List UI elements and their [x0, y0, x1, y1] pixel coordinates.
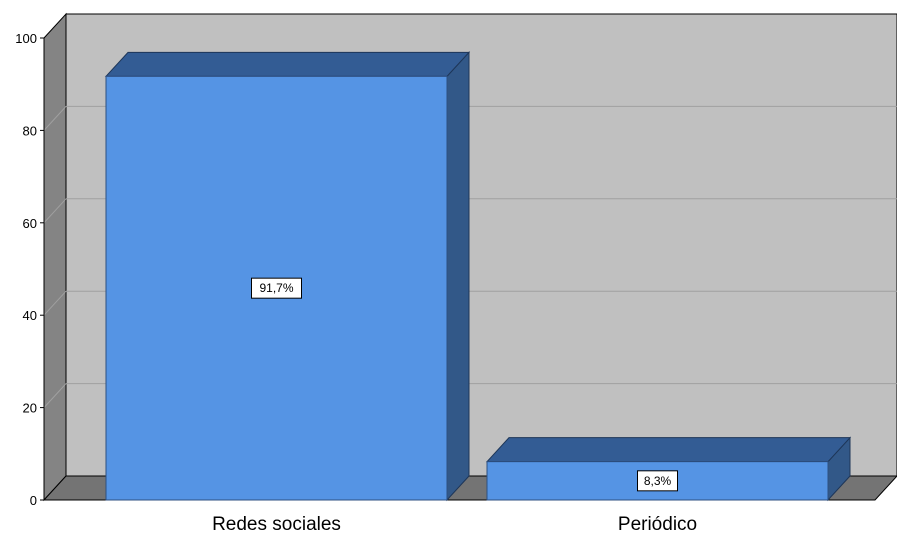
- side-wall: [43, 12, 67, 502]
- gridline-side: [43, 106, 67, 131]
- gridline-side: [43, 290, 67, 316]
- y-tick-label: 40: [23, 308, 37, 323]
- bar-top: [485, 437, 852, 463]
- y-tick-label: 60: [23, 216, 37, 231]
- y-axis: 0 20 40 60 80 100: [15, 31, 45, 508]
- y-tick-label: 0: [30, 493, 37, 508]
- data-label-box: [637, 470, 678, 492]
- data-label: 8,3%: [644, 474, 672, 488]
- y-tick-label: 80: [23, 123, 37, 138]
- data-label-box: [251, 277, 302, 299]
- y-tick-label: 100: [15, 31, 37, 46]
- gridline-side: [43, 383, 67, 408]
- x-category-label: Periódico: [618, 514, 697, 533]
- data-labels: 91,7% 8,3%: [251, 277, 678, 492]
- bar-top: [104, 51, 471, 77]
- bars: [104, 51, 852, 502]
- x-category-label: Redes sociales: [212, 514, 341, 533]
- gridline-side: [43, 198, 67, 224]
- y-tick-label: 20: [23, 401, 37, 416]
- bar: [105, 75, 448, 501]
- x-axis: Redes sociales Periódico: [212, 514, 697, 533]
- data-label: 91,7%: [259, 281, 293, 295]
- bar-side: [446, 51, 470, 502]
